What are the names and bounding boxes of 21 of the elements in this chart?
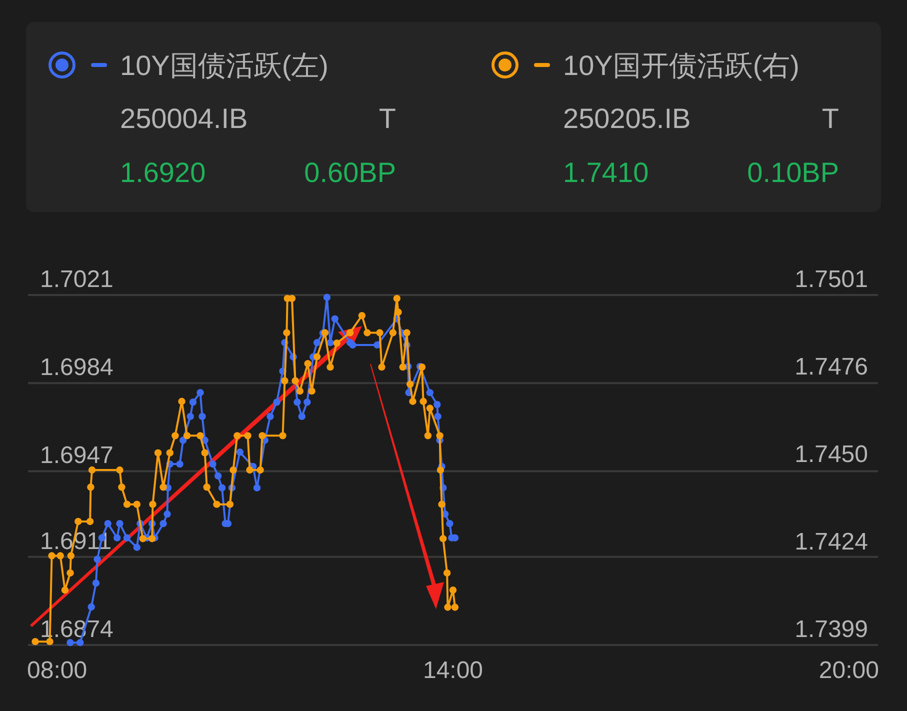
- text: 0.60BP: [304, 157, 396, 188]
- y2-tick-label: 1.7399: [794, 616, 868, 643]
- y2-tick-label: 1.7450: [794, 441, 868, 468]
- text: 1.7410: [563, 157, 649, 188]
- y-tick-label: 1.6984: [40, 354, 114, 382]
- y-tick-label: 1.7021: [40, 266, 114, 293]
- x-tick-label: 20:00: [818, 657, 879, 684]
- text: T: [822, 103, 839, 134]
- y2-tick-label: 1.7424: [794, 528, 868, 556]
- text: 250205.IB: [563, 103, 691, 134]
- y2-tick-label: 1.7476: [794, 354, 868, 380]
- legend-label: 10Y国开债活跃(右): [563, 50, 800, 81]
- x-tick-label: 08:00: [27, 657, 88, 684]
- legend-label: 10Y国债活跃(左): [120, 50, 328, 81]
- x-tick-label: 14:00: [422, 657, 484, 684]
- text: T: [378, 103, 396, 134]
- text: 1.6920: [120, 157, 206, 188]
- text: 250004.IB: [120, 103, 248, 134]
- y2-tick-label: 1.7501: [794, 266, 868, 293]
- text: 0.10BP: [747, 157, 839, 188]
- y-tick-label: 1.6947: [40, 442, 114, 470]
